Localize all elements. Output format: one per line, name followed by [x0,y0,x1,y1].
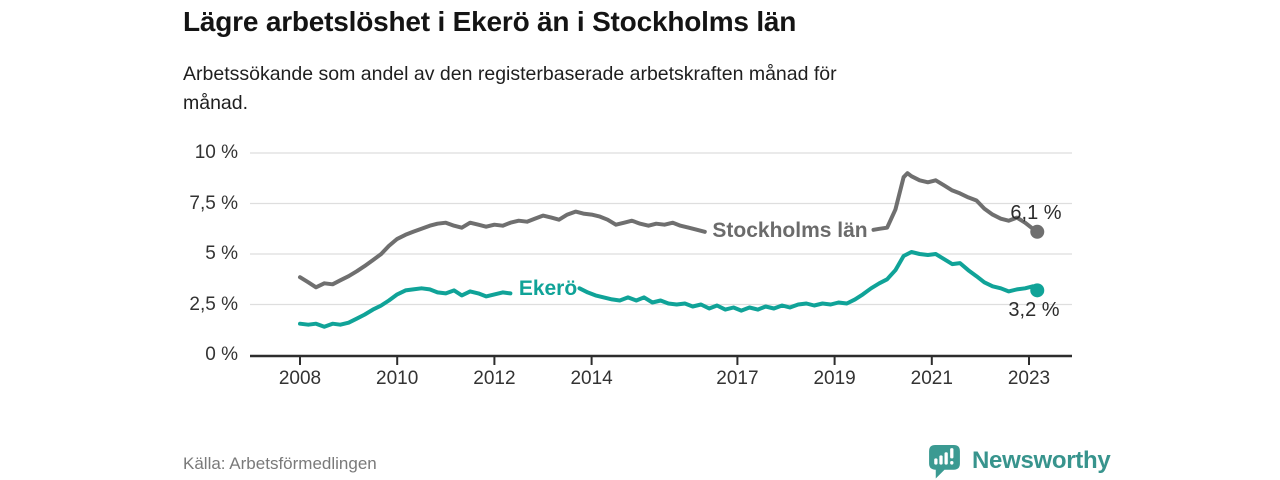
newsworthy-logo-text: Newsworthy [972,447,1111,474]
y-axis-tick-label: 5 % [205,243,238,264]
end-value-label-ekero: 3,2 % [1008,299,1060,321]
chart-subtitle: Arbetssökande som andel av den registerb… [183,63,837,114]
y-axis-tick-label: 7,5 % [189,192,238,214]
y-axis-tick-label: 0 % [205,344,238,365]
series-end-dot-stockholms-lan [1030,224,1045,239]
newsworthy-logo: Newsworthy [926,442,1111,480]
series-line-ekero [577,250,1040,313]
series-line-ekero [298,286,513,329]
series-label-stockholms-lan: Stockholms län [712,219,868,242]
end-value-label-stockholms-lan: 6,1 % [1010,202,1062,224]
newsworthy-bubble-icon [929,444,960,478]
x-axis-tick-label: 2021 [910,368,953,389]
x-axis-tick-label: 2010 [376,368,419,389]
x-axis-tick-label: 2019 [813,368,856,389]
x-axis-tick-label: 2008 [278,368,322,389]
x-axis-tick-label: 2023 [1007,368,1051,389]
x-axis-tick-label: 2012 [473,368,516,389]
series-line-stockholms-lan [298,209,707,290]
series-line-stockholms-lan [871,171,1040,234]
y-axis-tick-label: 10 % [194,142,238,163]
y-axis-tick-label: 2,5 % [189,293,238,315]
x-axis-tick-label: 2017 [716,368,759,389]
series-end-dot-ekero [1030,283,1045,298]
series-label-ekero: Ekerö [518,277,578,300]
page-title: Lägre arbetslöshet i Ekerö än i Stockhol… [183,6,797,37]
x-axis-tick-label: 2014 [570,368,613,389]
source-credit: Källa: Arbetsförmedlingen [183,454,377,473]
